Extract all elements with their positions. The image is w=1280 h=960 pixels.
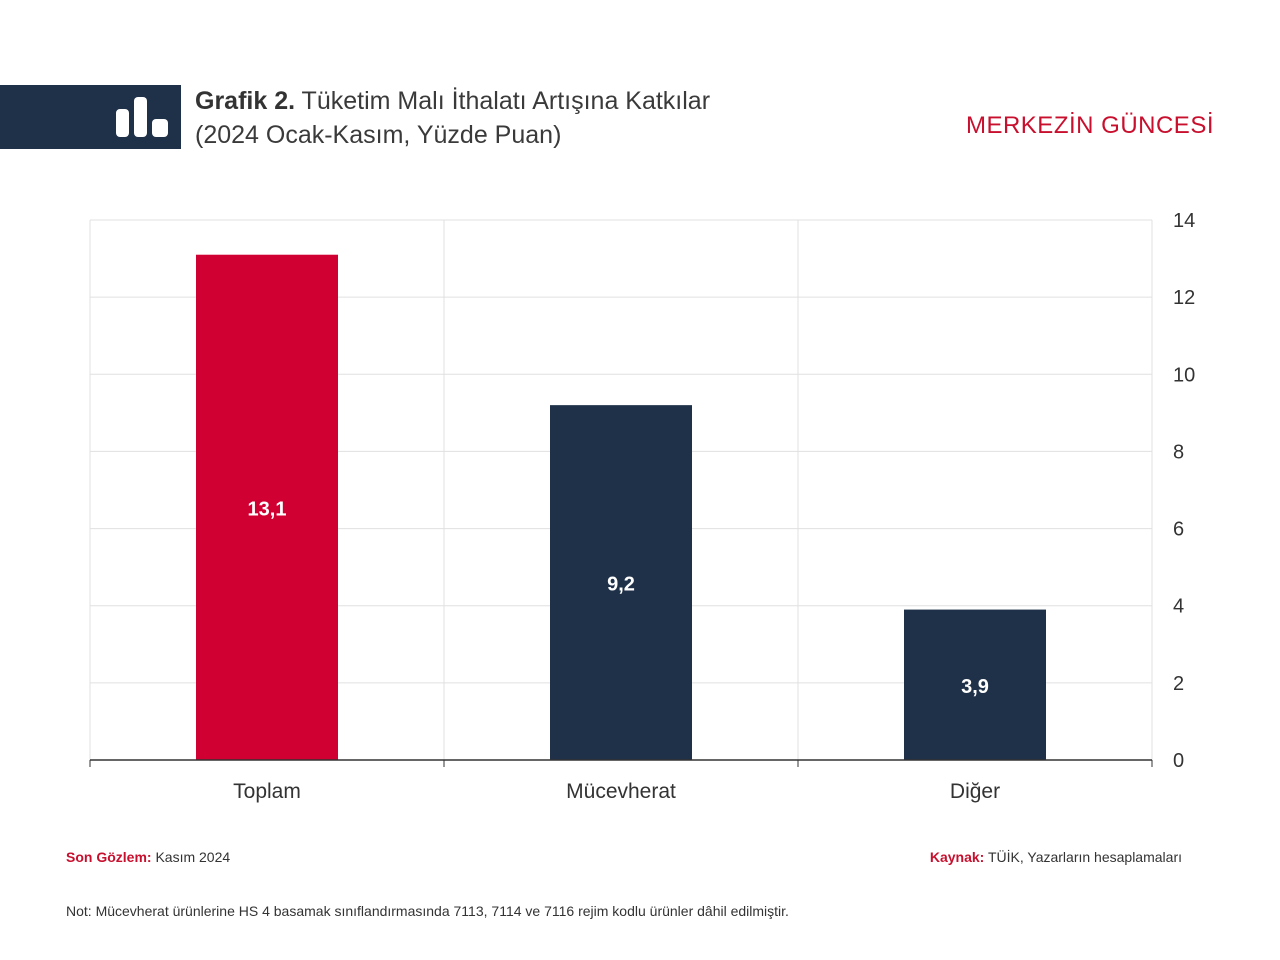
y-tick-label: 12 — [1173, 287, 1195, 309]
chart-subtitle: (2024 Ocak-Kasım, Yüzde Puan) — [195, 121, 562, 149]
bar-mücevherat — [550, 405, 692, 760]
last-observation: Son Gözlem: Kasım 2024 — [66, 849, 230, 865]
y-tick-label: 6 — [1173, 519, 1184, 541]
source-value: TÜİK, Yazarların hesaplamaları — [984, 849, 1182, 865]
title-bold: Grafik 2. — [195, 87, 296, 115]
y-tick-label: 0 — [1173, 750, 1184, 772]
source: Kaynak: TÜİK, Yazarların hesaplamaları — [930, 849, 1182, 865]
x-category-label: Mücevherat — [566, 780, 676, 803]
title-rest: Tüketim Malı İthalatı Artışına Katkılar — [295, 87, 711, 115]
y-tick-label: 10 — [1173, 364, 1195, 386]
data-label: 13,1 — [248, 498, 287, 520]
header-banner — [0, 85, 181, 149]
y-tick-label: 2 — [1173, 673, 1184, 695]
x-category-label: Diğer — [950, 780, 1000, 803]
obs-value: Kasım 2024 — [151, 849, 231, 865]
bar-diğer — [904, 609, 1046, 760]
bar-chart-icon — [116, 97, 168, 137]
footnote: Not: Mücevherat ürünlerine HS 4 basamak … — [66, 903, 789, 919]
y-tick-label: 8 — [1173, 441, 1184, 463]
brand-logo: MERKEZİN GÜNCESİ — [965, 112, 1214, 139]
data-label: 9,2 — [607, 574, 635, 596]
source-label: Kaynak: — [929, 849, 985, 865]
x-category-label: Toplam — [233, 780, 301, 803]
chart-title: Grafik 2. Tüketim Malı İthalatı Artışına… — [195, 84, 710, 152]
data-label: 3,9 — [961, 676, 989, 698]
y-tick-label: 4 — [1173, 596, 1184, 618]
y-tick-label: 14 — [1173, 210, 1195, 232]
bar-toplam — [196, 254, 338, 760]
obs-label: Son Gözlem: — [66, 849, 152, 865]
